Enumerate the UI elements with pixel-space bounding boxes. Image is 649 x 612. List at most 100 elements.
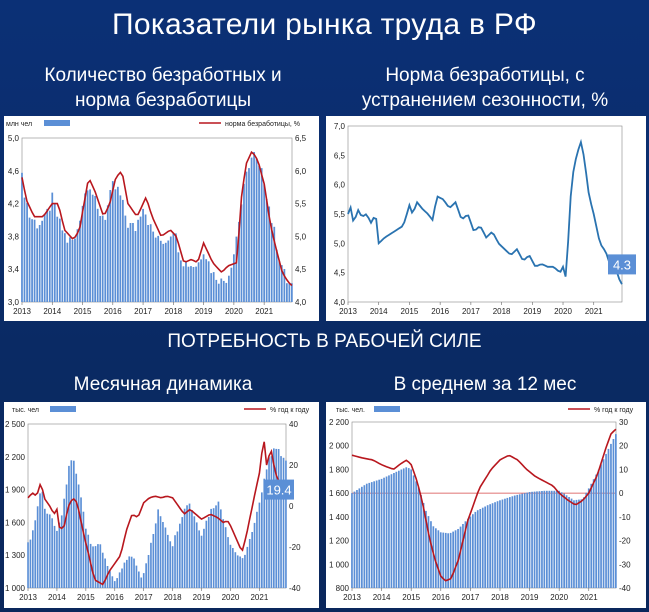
- bar: [34, 520, 37, 588]
- y-tick-label: 5,5: [334, 210, 346, 219]
- bar: [265, 199, 268, 302]
- bar: [243, 183, 245, 302]
- bar: [69, 237, 71, 302]
- bar: [587, 488, 590, 588]
- bar: [506, 497, 509, 588]
- bar: [99, 544, 102, 588]
- bar: [402, 468, 405, 588]
- bar: [46, 208, 49, 302]
- y-left-tick-label: 1 400: [329, 513, 350, 522]
- bar: [494, 502, 496, 588]
- bar: [383, 477, 385, 588]
- bar: [205, 259, 208, 302]
- bar: [233, 254, 235, 302]
- bar: [28, 217, 31, 302]
- x-tick-label: 2016: [106, 593, 124, 602]
- bar: [191, 510, 193, 588]
- bar: [29, 539, 32, 588]
- legend-bar-swatch: [44, 120, 70, 126]
- bar: [32, 530, 34, 588]
- bar: [375, 480, 378, 588]
- x-tick-label: 2013: [13, 307, 31, 316]
- bar: [164, 242, 167, 302]
- y-left-tick-label: 1 800: [329, 465, 350, 474]
- bar: [553, 490, 556, 588]
- bar: [94, 546, 97, 588]
- bar: [94, 196, 97, 302]
- bar: [449, 532, 452, 588]
- last-value-badge: [264, 479, 294, 500]
- bar: [185, 261, 187, 302]
- bar: [499, 500, 501, 588]
- bar: [137, 219, 139, 302]
- x-tick-label: 2019: [521, 593, 539, 602]
- bar: [61, 230, 64, 302]
- bar: [147, 555, 150, 588]
- bar: [198, 530, 200, 588]
- bar: [425, 510, 427, 588]
- x-tick-label: 2019: [523, 307, 541, 316]
- bar: [195, 266, 197, 302]
- bar: [51, 518, 53, 588]
- bar: [142, 208, 144, 302]
- y-right-tick-label: 30: [619, 418, 628, 427]
- x-tick-label: 2013: [19, 593, 37, 602]
- bar: [533, 491, 536, 588]
- bar: [48, 514, 51, 588]
- bar: [80, 497, 82, 588]
- x-tick-label: 2015: [77, 593, 95, 602]
- bar: [122, 199, 124, 302]
- y-right-tick-label: 10: [619, 465, 628, 474]
- bar: [181, 517, 184, 588]
- bar: [33, 219, 36, 302]
- bar: [230, 267, 233, 302]
- bar: [612, 439, 615, 588]
- bar: [523, 493, 526, 588]
- bar: [597, 469, 600, 588]
- bar: [188, 503, 191, 588]
- bar: [79, 220, 81, 302]
- bar: [36, 228, 39, 302]
- bar: [437, 530, 440, 588]
- bar: [56, 530, 58, 588]
- bar: [370, 482, 373, 588]
- x-tick-label: 2017: [135, 593, 153, 602]
- panel-3-subtitle: Месячная динамика: [73, 374, 253, 395]
- y-right-tick-label: 0: [619, 489, 624, 498]
- bar: [240, 204, 243, 302]
- bar: [558, 490, 561, 588]
- bar: [526, 492, 529, 588]
- bar: [167, 240, 170, 302]
- bar: [215, 279, 218, 302]
- bar: [246, 546, 249, 588]
- x-tick-label: 2014: [373, 593, 391, 602]
- x-tick-label: 2014: [48, 593, 66, 602]
- bar: [565, 495, 568, 588]
- panel-3: 1 000 1 300 1 600 1 900 2 200 2 500 -40 -20 0 20 4…: [4, 402, 319, 608]
- bar: [147, 225, 149, 302]
- bar: [154, 523, 157, 588]
- bar: [192, 267, 195, 302]
- plot-area-frame: [347, 125, 623, 303]
- bar: [238, 221, 240, 302]
- bar: [58, 522, 61, 588]
- bar: [479, 509, 482, 588]
- panel-1-subtitle-line2: норма безработицы: [74, 90, 252, 111]
- bar: [104, 558, 106, 588]
- x-tick-label: 2013: [343, 593, 361, 602]
- bar: [536, 491, 538, 588]
- panel-1-subtitle: Количество безработных и норма безработи…: [4, 63, 322, 113]
- bar: [481, 507, 484, 588]
- bar: [212, 508, 215, 588]
- bar: [518, 494, 521, 588]
- bar: [232, 548, 234, 588]
- bar: [134, 231, 137, 302]
- bar: [38, 225, 41, 302]
- bar: [543, 490, 546, 588]
- y-left-tick-label: 1 300: [5, 551, 26, 560]
- x-tick-label: 2021: [580, 593, 598, 602]
- bar: [109, 571, 111, 588]
- panel-2-subtitle: Норма безработицы, с устранением сезонно…: [326, 63, 644, 113]
- bar: [171, 546, 174, 588]
- bar: [228, 275, 230, 302]
